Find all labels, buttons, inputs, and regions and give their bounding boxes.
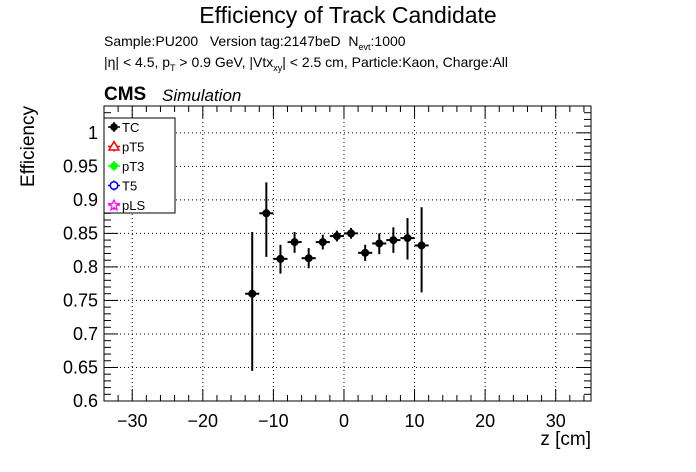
marker: [375, 239, 384, 248]
nevt-subscript: evt: [358, 42, 371, 52]
y-tick-label: 0.65: [63, 357, 98, 377]
marker: [276, 254, 285, 263]
cuts-info-line: |η| < 4.5, pT > 0.9 GeV, |Vtxxy| < 2.5 c…: [104, 54, 508, 73]
cms-label: CMS: [104, 84, 147, 105]
x-tick-label: 10: [405, 411, 425, 431]
data-point: [372, 233, 387, 255]
legend-marker: [107, 198, 121, 212]
pt-subscript: T: [170, 63, 176, 73]
legend-entry: pT5: [107, 140, 144, 155]
data-point: [301, 248, 316, 269]
data-point: [287, 232, 302, 253]
data-point: [315, 234, 330, 250]
axis-ticks: [103, 105, 591, 402]
marker: [262, 209, 271, 218]
data-point: [245, 232, 260, 371]
legend-label: pT5: [122, 140, 144, 155]
legend-marker: [107, 140, 121, 151]
y-tick-label: 0.7: [73, 324, 98, 344]
pt-cut: > 0.9 GeV, |Vtx: [175, 54, 274, 70]
x-tick-label: −10: [258, 411, 289, 431]
marker: [389, 236, 398, 245]
data-point: [273, 244, 288, 274]
chart-title: Efficiency of Track Candidate: [199, 2, 497, 28]
marker: [290, 238, 299, 247]
tick-labels: −30 −20 −10 0 10 20 30 0.6 0.65 0.7 0.75 0.8 0.85 0.9…: [63, 123, 566, 431]
y-tick-label: 0.85: [63, 223, 98, 243]
marker: [248, 289, 257, 298]
x-tick-label: −30: [117, 411, 148, 431]
data-point: [343, 228, 359, 239]
legend-entry: T5: [108, 179, 137, 194]
x-tick-label: 20: [475, 411, 495, 431]
nevt-value: :1000: [370, 33, 406, 49]
marker: [361, 248, 370, 257]
marker: [332, 232, 341, 241]
plot-frame: [103, 105, 592, 402]
vtx-cut-rest: | < 2.5 cm, Particle:Kaon, Charge:All: [282, 54, 509, 70]
y-axis-label: Efficiency: [18, 106, 39, 187]
y-tick-label: 0.9: [73, 190, 98, 210]
x-tick-label: 30: [546, 411, 566, 431]
sample-info-line: Sample:PU200 Version tag:2147beD Nevt:10…: [104, 33, 406, 52]
marker: [347, 229, 356, 238]
sample-label: Sample:PU200: [104, 33, 199, 49]
y-tick-label: 0.95: [63, 156, 98, 176]
marker: [318, 238, 327, 247]
vtx-subscript: xy: [273, 63, 283, 73]
legend-label: pT3: [122, 159, 144, 174]
simulation-label: Simulation: [162, 86, 242, 105]
grid-lines: [104, 106, 591, 402]
marker: [304, 254, 313, 263]
legend-marker: [109, 180, 119, 191]
y-tick-label: 0.75: [63, 290, 98, 310]
y-tick-label: 0.6: [73, 391, 98, 411]
legend-entry: pT3: [108, 159, 144, 174]
data-point: [259, 182, 274, 257]
data-point: [386, 227, 401, 253]
version-tag: Version tag:2147beD: [209, 33, 341, 49]
data-point: [358, 244, 373, 261]
legend-entry: pLS: [107, 198, 145, 213]
nevt-label: N: [348, 33, 359, 49]
legend-marker: [110, 123, 118, 131]
data-point: [329, 230, 344, 242]
data-points: [245, 182, 429, 371]
data-point: [414, 207, 429, 293]
legend-entry: TC: [108, 120, 139, 135]
legend-marker: [110, 162, 118, 170]
data-point: [400, 217, 415, 260]
x-tick-label: −20: [188, 411, 219, 431]
marker: [417, 241, 426, 250]
legend-label: T5: [122, 179, 137, 194]
x-axis-label: z [cm]: [540, 429, 591, 450]
y-tick-label: 0.8: [73, 257, 98, 277]
legend-label: TC: [122, 120, 139, 135]
eta-cut: |η| < 4.5, p: [104, 54, 171, 70]
y-tick-label: 1: [88, 123, 98, 143]
legend: TC pT5 pT3 T5 pLS: [103, 117, 176, 214]
marker: [403, 234, 412, 243]
legend-label: pLS: [122, 198, 145, 213]
x-tick-label: 0: [339, 411, 349, 431]
